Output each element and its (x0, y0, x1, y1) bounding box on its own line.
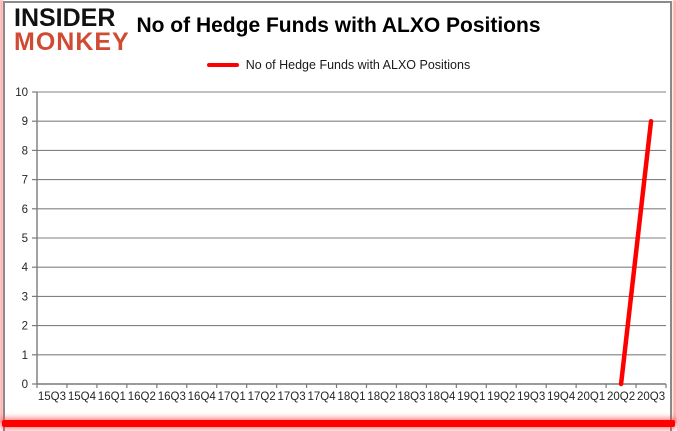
x-tick-label: 18Q4 (427, 391, 456, 403)
x-tick-label: 18Q2 (367, 391, 395, 403)
right-edge-glow (673, 0, 677, 423)
logo-line-monkey: MONKEY (14, 28, 130, 56)
legend: No of Hedge Funds with ALXO Positions (0, 58, 677, 72)
y-tick-label: 2 (22, 321, 28, 333)
y-tick-label: 6 (22, 204, 28, 216)
logo-line-insider: INSIDER (14, 4, 116, 32)
y-tick-label: 3 (22, 291, 28, 303)
x-tick-label: 17Q2 (248, 391, 276, 403)
x-tick-label: 19Q3 (517, 391, 545, 403)
y-tick-label: 9 (22, 116, 28, 128)
x-tick-label: 19Q4 (547, 391, 576, 403)
x-tick-label: 15Q3 (38, 391, 66, 403)
x-tick-label: 20Q3 (637, 391, 665, 403)
x-tick-label: 18Q1 (337, 391, 365, 403)
y-tick-label: 4 (22, 262, 29, 274)
x-tick-label: 16Q2 (128, 391, 156, 403)
y-tick-label: 10 (15, 87, 28, 99)
y-tick-label: 7 (22, 175, 28, 187)
insider-monkey-logo: INSIDER MONKEY (14, 4, 130, 56)
x-tick-label: 18Q3 (397, 391, 425, 403)
x-tick-label: 19Q1 (457, 391, 485, 403)
y-tick-label: 0 (22, 379, 28, 391)
x-tick-label: 20Q1 (577, 391, 605, 403)
series-line (618, 118, 654, 387)
x-tick-label: 17Q3 (278, 391, 306, 403)
x-tick-label: 19Q2 (487, 391, 515, 403)
x-tick-label: 16Q3 (158, 391, 186, 403)
chart-title: No of Hedge Funds with ALXO Positions (136, 14, 541, 37)
x-tick-label: 17Q1 (218, 391, 246, 403)
legend-label: No of Hedge Funds with ALXO Positions (245, 58, 471, 72)
x-tick-label: 16Q4 (188, 391, 217, 403)
y-tick-label: 1 (22, 350, 28, 362)
left-edge-glow (0, 0, 3, 423)
x-tick-label: 17Q4 (307, 391, 336, 403)
bottom-red-bar (2, 420, 675, 427)
y-tick-label: 5 (22, 233, 28, 245)
x-tick-label: 16Q1 (98, 391, 126, 403)
y-tick-label: 8 (22, 145, 28, 157)
legend-line-swatch (206, 63, 239, 67)
x-tick-label: 15Q4 (68, 391, 97, 403)
x-tick-label: 20Q2 (607, 391, 635, 403)
page-border (3, 1, 672, 431)
